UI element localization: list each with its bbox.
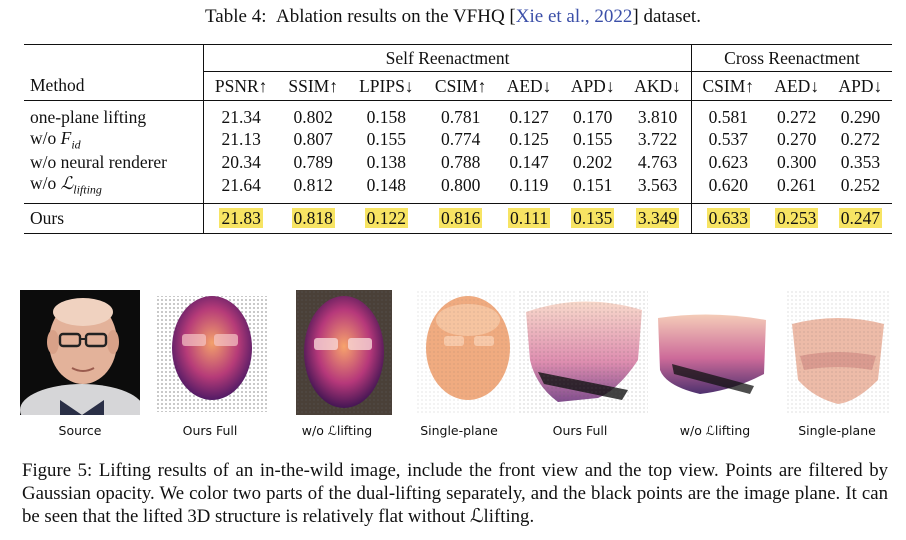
cell: 0.252 [840, 174, 881, 195]
header-row: Method PSNR↑ SSIM↑ LPIPS↓ CSIM↑ AED↓ APD… [24, 71, 892, 101]
single-plane-top-render [786, 290, 890, 415]
label-source: Source [58, 423, 102, 438]
table-row: w/o neural renderer 20.34 0.789 0.138 0.… [24, 152, 892, 173]
cell: 0.789 [293, 152, 333, 172]
cell: 0.138 [366, 152, 407, 172]
table-row: w/o Fid 21.13 0.807 0.155 0.774 0.125 0.… [24, 127, 892, 152]
cell: 0.581 [690, 106, 765, 128]
citation-link[interactable]: Xie et al., 2022 [515, 6, 633, 27]
table-row-ours: Ours 21.83 0.818 0.122 0.816 0.111 0.135… [24, 203, 892, 234]
cell: 0.620 [690, 173, 765, 198]
row-method: one-plane lifting [30, 106, 147, 127]
cell: 3.563 [637, 174, 678, 195]
col-header: AED↓ [506, 75, 552, 96]
highlighted-cell: 0.818 [291, 208, 335, 228]
col-header: CSIM↑ [434, 75, 487, 96]
cell: 0.802 [293, 106, 333, 127]
table-row: one-plane lifting 21.34 0.802 0.158 0.78… [24, 106, 892, 128]
cell: 21.13 [203, 127, 279, 152]
row-method: Ours [30, 208, 65, 228]
cell: 4.763 [637, 152, 678, 172]
highlighted-cell: 0.122 [364, 208, 409, 228]
cell: 0.155 [573, 129, 613, 150]
highlighted-cell: 3.349 [635, 208, 680, 228]
cell: 0.800 [440, 174, 481, 195]
col-header: PSNR↑ [203, 71, 279, 101]
col-header: SSIM↑ [288, 75, 338, 96]
highlighted-cell: 0.247 [838, 208, 883, 228]
cell: 0.290 [840, 106, 881, 127]
cell: 0.807 [293, 129, 333, 150]
cell: 0.623 [690, 152, 765, 173]
label-without-lifting-top: w/o ℒlifting [679, 423, 751, 438]
single-plane-front-render [416, 290, 516, 415]
label-ours-full-top: Ours Full [552, 423, 608, 438]
label-single-plane-top: Single-plane [798, 423, 876, 438]
cell: 0.202 [573, 152, 613, 172]
table-row: w/o ℒlifting 21.64 0.812 0.148 0.800 0.1… [24, 173, 892, 198]
highlighted-cell: 0.111 [508, 208, 551, 228]
ours-full-top-render [518, 290, 648, 415]
row-method: w/o neural renderer [30, 152, 168, 172]
ablation-table: Self Reenactment Cross Reenactment Metho… [24, 44, 892, 234]
group-self-reenactment: Self Reenactment [203, 44, 692, 72]
cell: 3.722 [637, 129, 678, 150]
row-method: w/o ℒlifting [30, 173, 102, 197]
col-header: LPIPS↓ [359, 75, 414, 96]
row-method: w/o Fid [30, 127, 81, 152]
table-caption-suffix: ] dataset. [632, 6, 701, 27]
highlighted-cell: 0.633 [706, 208, 750, 228]
cell: 0.788 [440, 152, 481, 172]
cell: 0.300 [777, 152, 817, 172]
cell: 0.812 [293, 174, 333, 195]
col-header: AED↓ [774, 75, 820, 96]
label-single-plane-front: Single-plane [420, 423, 498, 438]
cell: 0.148 [366, 174, 407, 195]
label-without-lifting-front: w/o ℒlifting [301, 423, 373, 438]
figure-5-caption: Figure 5: Lifting results of an in-the-w… [22, 460, 888, 527]
cell: 0.261 [777, 174, 817, 195]
source-photo [20, 290, 140, 415]
method-header: Method [30, 75, 85, 96]
cell: 0.151 [573, 174, 613, 195]
ours-full-front-render [156, 296, 268, 412]
col-header: AKD↓ [634, 75, 681, 96]
cell: 0.272 [777, 106, 817, 127]
table-caption: Table 4: Ablation results on the VFHQ [X… [0, 6, 906, 28]
col-header: CSIM↑ [690, 71, 765, 101]
cell: 0.781 [440, 106, 481, 127]
table-caption-text: Ablation results on the VFHQ [ [275, 6, 516, 27]
cell: 0.158 [366, 106, 407, 127]
without-lifting-front-render [296, 290, 392, 415]
highlighted-cell: 21.83 [219, 208, 263, 228]
cell: 0.127 [509, 106, 549, 127]
cell: 0.272 [840, 129, 881, 150]
group-cross-reenactment: Cross Reenactment [690, 44, 892, 72]
cell: 0.147 [509, 152, 549, 172]
cell: 0.125 [509, 129, 549, 150]
highlighted-cell: 0.253 [775, 208, 819, 228]
highlighted-cell: 0.816 [438, 208, 483, 228]
cell: 0.155 [366, 129, 407, 150]
without-lifting-top-render [658, 314, 766, 394]
cell: 0.353 [840, 152, 881, 172]
col-header: APD↓ [838, 75, 883, 96]
cell: 0.270 [777, 129, 817, 150]
cell: 0.774 [440, 129, 481, 150]
cell: 21.64 [203, 173, 279, 198]
table-caption-label: Table 4: [205, 6, 267, 27]
cell: 0.170 [573, 106, 613, 127]
cell: 0.537 [690, 127, 765, 152]
figure-5-images [20, 290, 890, 415]
cell: 3.810 [637, 106, 678, 127]
highlighted-cell: 0.135 [571, 208, 615, 228]
cell: 0.119 [509, 174, 549, 195]
cell: 21.34 [203, 106, 279, 128]
label-ours-full-front: Ours Full [182, 423, 238, 438]
cell: 20.34 [203, 152, 279, 173]
col-header: APD↓ [570, 75, 615, 96]
